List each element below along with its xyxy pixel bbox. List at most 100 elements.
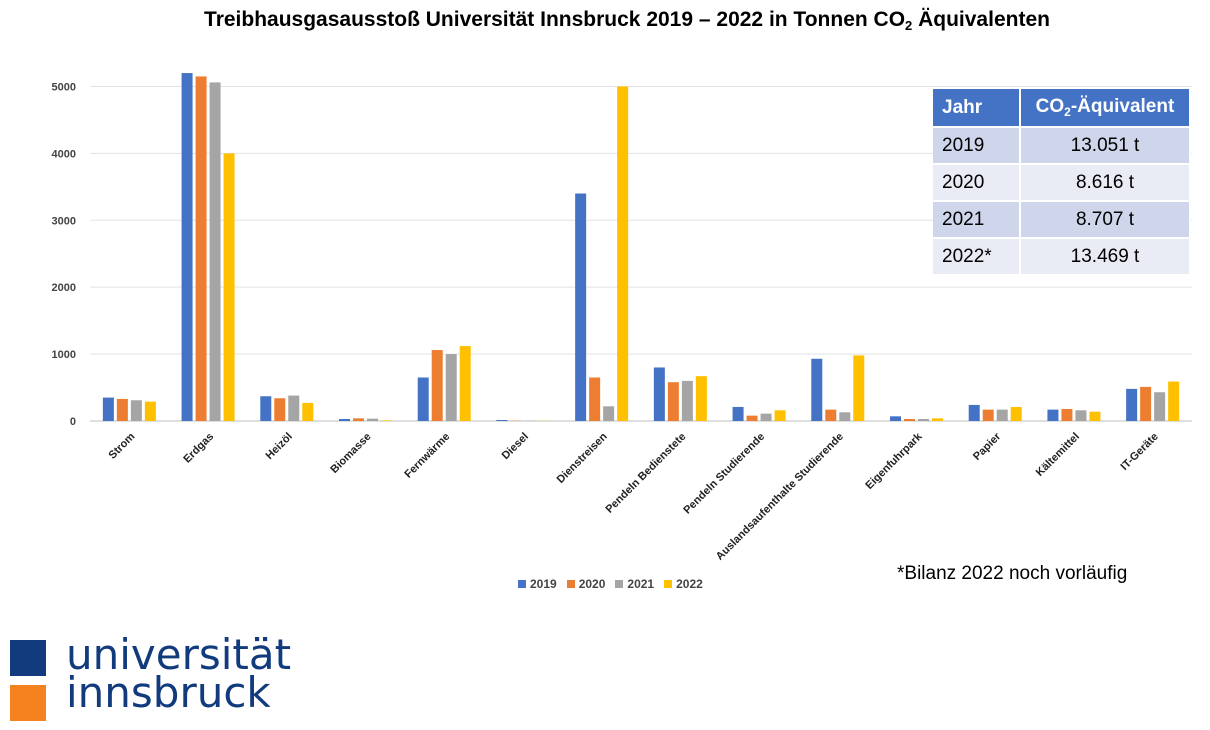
bar-2020 bbox=[1061, 408, 1073, 421]
table-row: 2021 8.707 t bbox=[933, 201, 1191, 239]
bar-2021 bbox=[918, 418, 929, 421]
category-label: Pendeln Studierende bbox=[681, 431, 767, 517]
bar-2020 bbox=[1140, 386, 1152, 421]
bar-2020 bbox=[667, 382, 679, 421]
y-tick-label: 4000 bbox=[52, 148, 76, 160]
bar-2022 bbox=[774, 410, 786, 421]
bar-2019 bbox=[811, 358, 823, 421]
bar-2022 bbox=[1089, 411, 1101, 421]
category-label: IT-Geräte bbox=[1119, 431, 1161, 473]
bar-2022 bbox=[853, 355, 865, 421]
bar-2022 bbox=[932, 418, 943, 421]
bar-2020 bbox=[589, 377, 601, 421]
legend-swatch bbox=[664, 580, 673, 588]
summary-header-value: CO2-Äquivalent bbox=[1020, 89, 1191, 128]
chart-title: Treibhausgasausstoß Universität Innsbruc… bbox=[0, 8, 1210, 33]
bar-2021 bbox=[209, 82, 221, 421]
summary-header-value-suffix: -Äquivalent bbox=[1070, 96, 1175, 117]
legend-label: 2019 bbox=[530, 577, 557, 591]
y-tick-label: 2000 bbox=[52, 282, 76, 294]
bar-2019 bbox=[575, 193, 587, 421]
bar-2021 bbox=[367, 418, 378, 421]
summary-cell-year: 2021 bbox=[933, 201, 1021, 239]
category-label: Diesel bbox=[500, 431, 531, 462]
footnote-preliminary: *Bilanz 2022 noch vorläufig bbox=[897, 563, 1128, 584]
summary-table-header-row: Jahr CO2-Äquivalent bbox=[933, 89, 1191, 128]
table-row: 2020 8.616 t bbox=[933, 164, 1191, 202]
bar-2019 bbox=[653, 367, 665, 421]
category-label: Auslandsaufenthalte Studierende bbox=[714, 431, 846, 563]
bar-2021 bbox=[681, 380, 693, 421]
bar-2020 bbox=[982, 409, 994, 421]
y-tick-label: 1000 bbox=[52, 349, 76, 361]
summary-cell-value: 13.051 t bbox=[1020, 127, 1191, 165]
category-label: Eigenfuhrpark bbox=[863, 430, 925, 492]
category-label: Pendeln Bedienstete bbox=[603, 431, 688, 516]
bar-2021 bbox=[130, 400, 142, 421]
bar-2019 bbox=[260, 396, 272, 421]
bar-2022 bbox=[381, 420, 392, 421]
bar-2020 bbox=[195, 76, 207, 421]
x-axis-category-labels: Strom Erdgas Heizöl Biomasse Fernwärme Diesel… bbox=[107, 430, 1161, 563]
y-tick-label: 5000 bbox=[52, 81, 76, 93]
bar-2021 bbox=[603, 406, 615, 421]
legend-label: 2021 bbox=[627, 577, 655, 591]
bar-2019 bbox=[102, 397, 114, 421]
bar-2019 bbox=[890, 416, 901, 421]
bar-chart: 0 1000 2000 3000 4000 5000 Strom Erdgas Heizöl B… bbox=[52, 73, 1192, 563]
legend-label: 2022 bbox=[676, 577, 703, 591]
summary-header-value-subscript: 2 bbox=[1064, 105, 1071, 119]
category-label: Fernwärme bbox=[402, 431, 452, 481]
bar-2021 bbox=[1075, 410, 1087, 421]
bar-2022 bbox=[302, 402, 314, 421]
summary-cell-value: 8.616 t bbox=[1020, 164, 1191, 202]
legend-swatch bbox=[566, 580, 575, 588]
category-label: Dienstreisen bbox=[555, 430, 610, 485]
category-label: Biomasse bbox=[328, 431, 373, 476]
table-row: 2022* 13.469 t bbox=[933, 238, 1191, 276]
summary-cell-year: 2020 bbox=[933, 164, 1021, 202]
bar-2022 bbox=[1168, 381, 1180, 421]
category-label: Strom bbox=[107, 430, 138, 461]
bar-2022 bbox=[1010, 406, 1022, 421]
y-tick-label: 0 bbox=[70, 416, 76, 428]
bar-2022 bbox=[144, 401, 156, 421]
bar-2022 bbox=[223, 153, 235, 421]
bar-2022 bbox=[459, 346, 471, 421]
chart-legend: 2019 2020 2021 2022 bbox=[518, 577, 703, 591]
logo-text-universitaet: universität bbox=[66, 630, 292, 679]
category-label: Heizöl bbox=[264, 431, 295, 462]
bar-2021 bbox=[839, 412, 851, 421]
chart-title-subscript: 2 bbox=[905, 18, 913, 33]
summary-header-year: Jahr bbox=[933, 89, 1021, 128]
bar-2021 bbox=[288, 395, 300, 421]
bar-2021 bbox=[996, 409, 1008, 421]
y-tick-label: 3000 bbox=[52, 215, 76, 227]
logo-text-innsbruck: innsbruck bbox=[66, 668, 271, 717]
bar-2020 bbox=[904, 418, 915, 421]
chart-bars bbox=[102, 73, 1180, 422]
bar-2019 bbox=[496, 419, 508, 421]
logo-square-blue bbox=[10, 640, 46, 676]
bar-2019 bbox=[417, 377, 429, 421]
bar-2020 bbox=[825, 409, 837, 421]
legend-item: 2019 bbox=[518, 577, 557, 591]
summary-cell-year: 2019 bbox=[933, 127, 1021, 165]
category-label: Kältemittel bbox=[1034, 431, 1082, 479]
bar-2020 bbox=[116, 398, 128, 421]
category-label: Erdgas bbox=[181, 431, 216, 466]
bar-2020 bbox=[431, 350, 443, 421]
bar-2021 bbox=[445, 354, 457, 421]
bar-2022 bbox=[695, 376, 707, 421]
legend-item: 2022 bbox=[664, 577, 703, 591]
legend-item: 2021 bbox=[615, 577, 654, 591]
y-axis-tick-labels: 0 1000 2000 3000 4000 5000 bbox=[52, 81, 76, 428]
legend-label: 2020 bbox=[578, 577, 606, 591]
logo-square-orange bbox=[10, 685, 46, 721]
category-label: Papier bbox=[971, 430, 1004, 463]
bar-2019 bbox=[1047, 409, 1059, 421]
chart-title-suffix: Äquivalenten bbox=[912, 8, 1050, 31]
bar-2020 bbox=[274, 398, 286, 421]
bar-2021 bbox=[760, 413, 772, 421]
bar-2019 bbox=[1126, 388, 1138, 421]
